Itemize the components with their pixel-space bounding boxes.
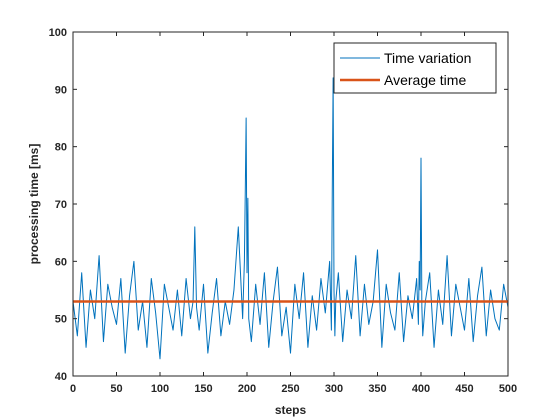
x-tick-label: 400	[412, 383, 430, 395]
x-tick-label: 50	[110, 383, 122, 395]
legend-label-time-variation: Time variation	[384, 50, 471, 66]
y-tick-label: 60	[55, 256, 67, 268]
y-tick-label: 100	[49, 27, 67, 39]
legend: Time variation Average time	[334, 43, 496, 93]
x-tick-label: 500	[499, 383, 517, 395]
x-tick-label: 450	[455, 383, 473, 395]
x-tick-label: 150	[194, 383, 212, 395]
x-tick-label: 0	[70, 383, 76, 395]
x-tick-label: 350	[368, 383, 386, 395]
x-tick-label: 300	[325, 383, 343, 395]
x-tick-label: 250	[281, 383, 299, 395]
x-tick-label: 200	[238, 383, 256, 395]
y-tick-label: 70	[55, 199, 67, 211]
x-axis-label: steps	[275, 403, 307, 417]
y-tick-label: 50	[55, 314, 67, 326]
y-tick-label: 80	[55, 142, 67, 154]
y-tick-label: 90	[55, 84, 67, 96]
y-tick-label: 40	[55, 371, 67, 383]
legend-label-average-time: Average time	[384, 72, 466, 88]
x-tick-label: 100	[151, 383, 169, 395]
y-axis-label: processing time [ms]	[27, 144, 41, 265]
